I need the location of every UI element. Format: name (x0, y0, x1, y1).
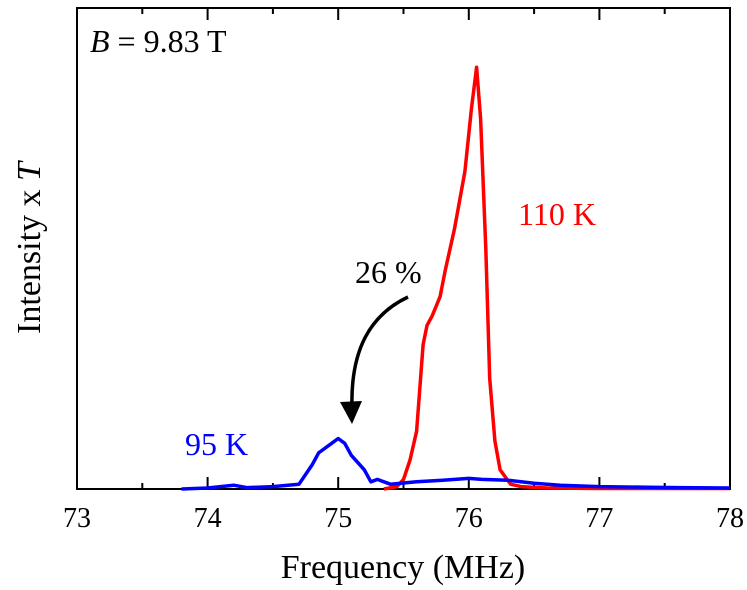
arrow (350, 295, 409, 411)
x-tick-label: 78 (716, 503, 744, 534)
series-line (383, 65, 730, 491)
x-tick-label: 74 (194, 503, 222, 534)
annotation-text: = 9.83 T (110, 23, 227, 59)
x-tick-label: 73 (63, 503, 91, 534)
percent-annotation: 26 % (355, 254, 422, 290)
x-tick-label: 75 (324, 503, 352, 534)
series-label: 95 K (185, 426, 248, 462)
y-axis-label: Intensity x T (11, 160, 48, 334)
annotation-italic: B (90, 23, 110, 59)
x-tick-label: 77 (585, 503, 613, 534)
x-axis-label: Frequency (MHz) (281, 549, 526, 586)
arrow-head (340, 401, 362, 424)
annotation-text: 26 % (355, 254, 422, 290)
series-label: 110 K (518, 196, 596, 232)
plot-frame (76, 7, 731, 490)
x-tick-label: 76 (455, 503, 483, 534)
y-label-text: Intensity x (11, 181, 48, 334)
series-line (181, 436, 731, 491)
y-label-italic: T (11, 160, 48, 181)
field-annotation: B = 9.83 T (90, 23, 227, 59)
